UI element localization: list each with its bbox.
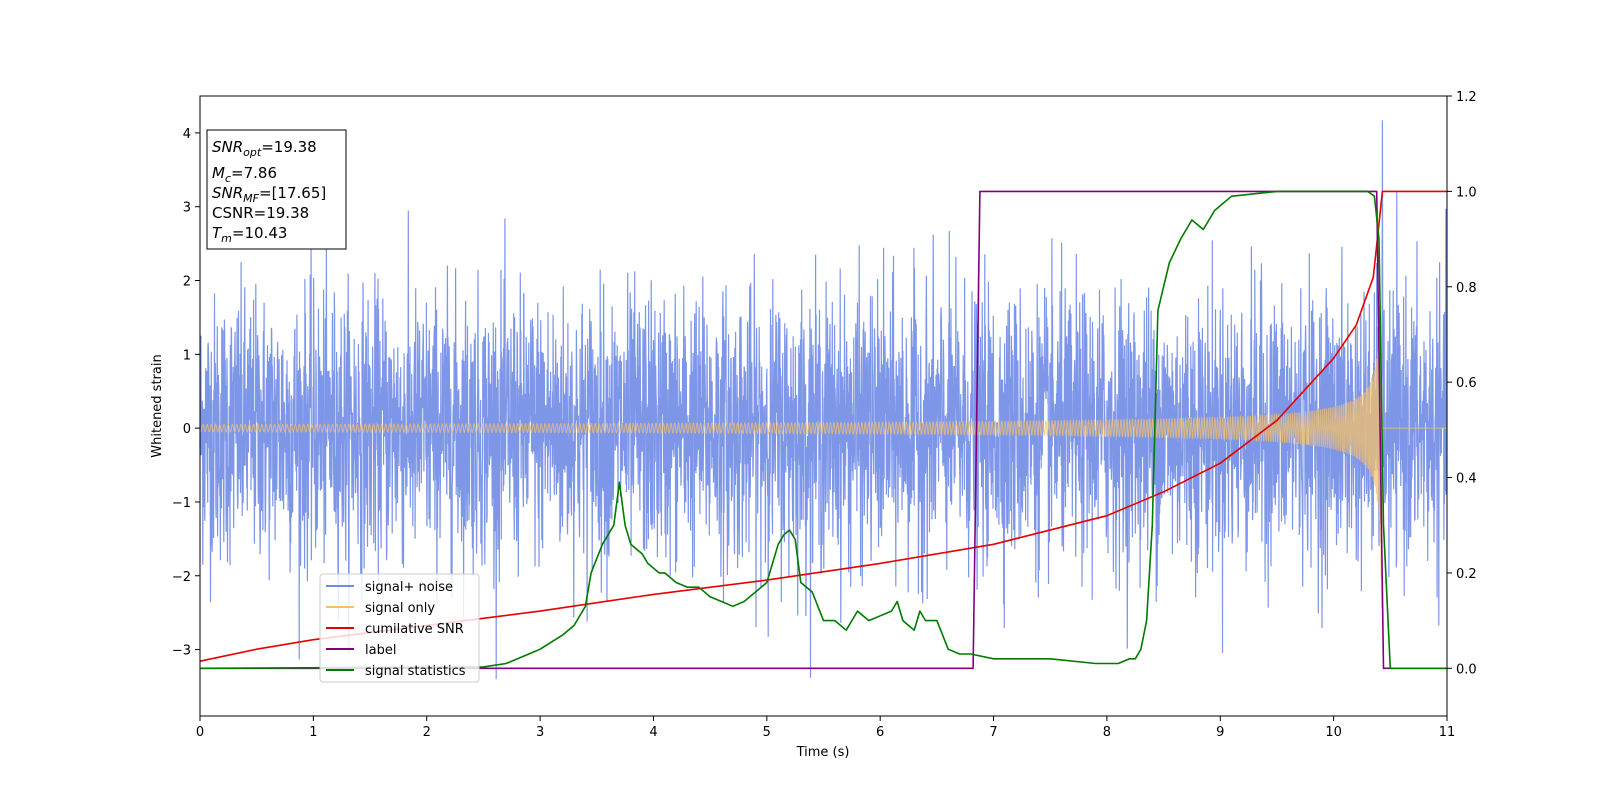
signal-noise-line (199, 120, 1448, 680)
x-tick-label: 2 (423, 725, 431, 740)
y-tick-label: −1 (172, 496, 191, 511)
legend-label: signal+ noise (365, 580, 453, 595)
info-box: SNRopt=19.38 Mc=7.86SNRMF=[17.65]CSNR=19.… (206, 129, 347, 250)
x-tick-label: 4 (649, 725, 657, 740)
y-axis-left: −3 −2 −1 0 1 2 3 4 (172, 127, 200, 659)
y2-tick-label: 0.0 (1456, 662, 1477, 677)
info-line: Tm=10.43 (212, 224, 287, 245)
legend-frame (319, 573, 480, 683)
x-tick-label: 6 (876, 725, 884, 740)
signal-only-line (199, 240, 1447, 608)
y2-tick-label: 1.2 (1456, 90, 1477, 105)
plot-frame (199, 95, 1448, 717)
y2-tick-label: 0.2 (1456, 567, 1477, 582)
legend-label: cumilative SNR (365, 622, 464, 637)
y2-tick-label: 1.0 (1456, 185, 1477, 200)
x-tick-label: 7 (989, 725, 997, 740)
y-tick-label: 4 (183, 127, 191, 142)
x-axis-label: Time (s) (796, 745, 850, 760)
x-tick-label: 11 (1439, 725, 1456, 740)
signal-noise-series (199, 120, 1448, 680)
x-tick-label: 3 (536, 725, 544, 740)
legend-label: signal statistics (365, 664, 466, 679)
info-line: CSNR=19.38 (212, 204, 309, 222)
info-box-lines: SNRopt=19.38 Mc=7.86SNRMF=[17.65]CSNR=19.… (212, 138, 326, 245)
info-line: SNRopt=19.38 (212, 138, 317, 159)
y-tick-label: 1 (183, 348, 191, 363)
y-tick-label: 0 (183, 422, 191, 437)
x-tick-label: 0 (196, 725, 204, 740)
legend-entries: signal+ noise signal only cumilative SNR la… (326, 580, 466, 679)
y-axis-label: Whitened strain (150, 354, 165, 457)
y-tick-label: −3 (172, 644, 191, 659)
signal-only-series (199, 240, 1447, 608)
legend-label: signal only (365, 601, 435, 616)
x-tick-label: 1 (309, 725, 317, 740)
y2-tick-label: 0.8 (1456, 281, 1477, 296)
y-axis-right: 0.0 0.2 0.4 0.6 0.8 1.0 1.2 (1447, 90, 1477, 677)
y2-tick-label: 0.6 (1456, 376, 1477, 391)
info-line: SNRMF=[17.65] (212, 184, 326, 205)
x-tick-label: 9 (1216, 725, 1224, 740)
y-tick-label: −2 (172, 570, 191, 585)
x-axis: 0 1 2 3 4 5 6 7 8 9 10 11 (196, 716, 1455, 740)
legend: signal+ noise signal only cumilative SNR la… (319, 573, 480, 683)
info-line: Mc=7.86 (212, 164, 277, 185)
info-box-frame (206, 129, 347, 250)
legend-label: label (365, 643, 396, 658)
signal-statistics-line (199, 190, 1447, 670)
y2-tick-label: 0.4 (1456, 472, 1477, 487)
x-tick-label: 5 (763, 725, 771, 740)
y-tick-label: 2 (183, 275, 191, 290)
x-tick-label: 10 (1325, 725, 1342, 740)
x-tick-label: 8 (1103, 725, 1111, 740)
y-tick-label: 3 (183, 201, 191, 216)
